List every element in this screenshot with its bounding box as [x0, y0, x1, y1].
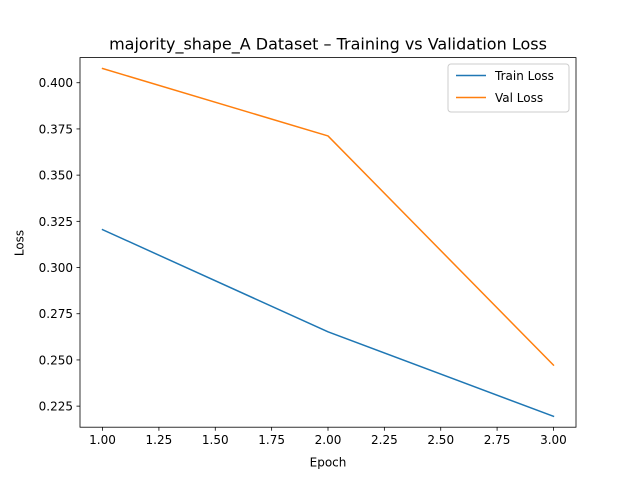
legend-label-train-loss: Train Loss [494, 69, 554, 83]
y-tick-label: 0.225 [39, 400, 73, 414]
y-tick-label: 0.300 [39, 261, 73, 275]
x-axis-ticks: 1.00 1.25 1.50 1.75 2.00 2.25 2.50 2.75 3.00 [89, 427, 567, 447]
y-tick-label: 0.325 [39, 215, 73, 229]
chart-title: majority_shape_A Dataset – Training vs V… [109, 35, 547, 55]
x-tick-label: 2.25 [371, 433, 398, 447]
x-tick-label: 1.75 [258, 433, 285, 447]
x-tick-label: 2.75 [484, 433, 511, 447]
y-axis-ticks: 0.225 0.250 0.275 0.300 0.325 0.350 0.375 0.400 [39, 76, 80, 414]
series-line-val-loss [101, 67, 555, 367]
x-tick-label: 2.50 [427, 433, 454, 447]
plot-area-frame [79, 57, 577, 428]
series-lines [101, 67, 555, 418]
series-line-train-loss [101, 228, 555, 418]
y-tick-label: 0.250 [39, 353, 73, 367]
legend: Train Loss Val Loss [447, 63, 570, 113]
x-tick-label: 1.00 [89, 433, 116, 447]
x-tick-label: 1.25 [146, 433, 173, 447]
y-tick-label: 0.400 [39, 76, 73, 90]
x-tick-label: 3.00 [540, 433, 567, 447]
x-axis-label: Epoch [310, 456, 347, 470]
y-axis-label: Loss [13, 230, 27, 256]
x-tick-label: 1.50 [202, 433, 229, 447]
x-tick-label: 2.00 [315, 433, 342, 447]
legend-label-val-loss: Val Loss [495, 91, 543, 105]
y-tick-label: 0.275 [39, 307, 73, 321]
y-tick-label: 0.350 [39, 169, 73, 183]
y-tick-label: 0.375 [39, 122, 73, 136]
